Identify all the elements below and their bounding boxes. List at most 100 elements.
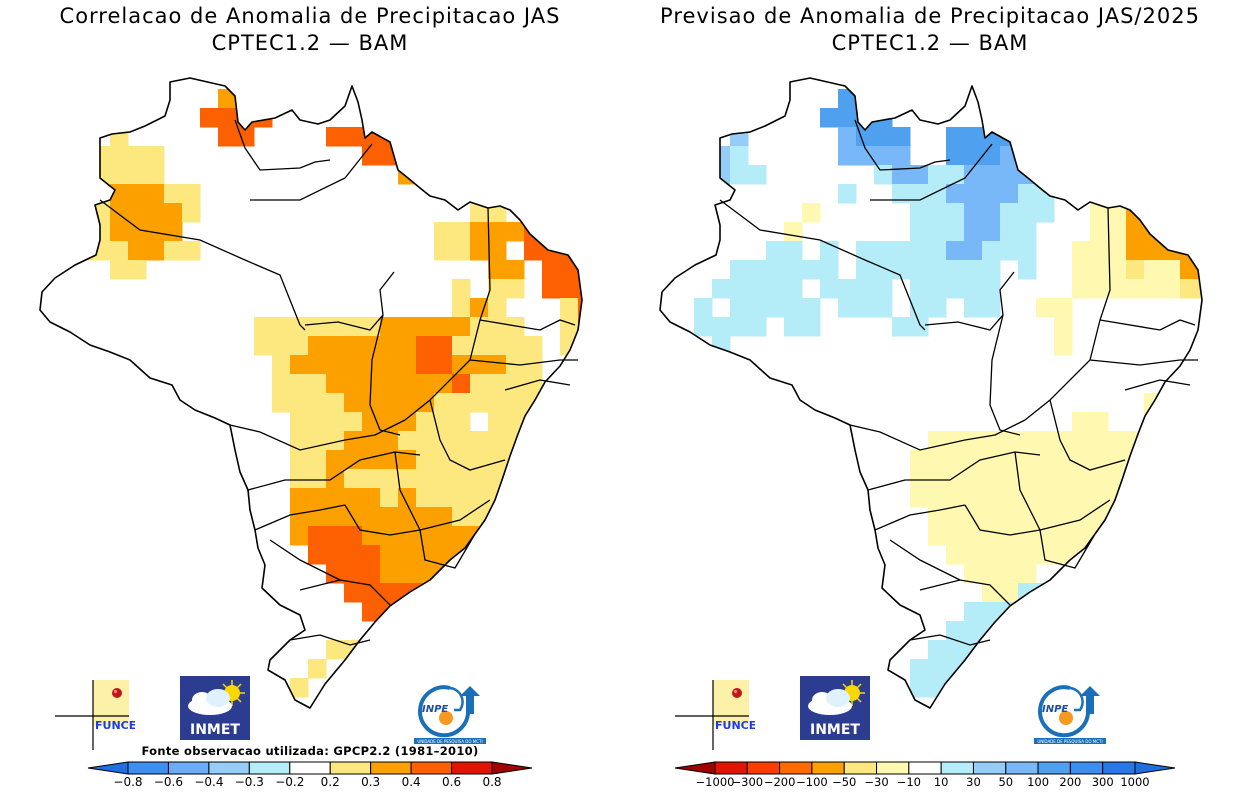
grid-cell bbox=[236, 89, 255, 109]
grid-cell bbox=[1072, 241, 1091, 261]
grid-cell bbox=[964, 184, 983, 204]
inmet-logo: INMET bbox=[180, 676, 250, 740]
grid-cell bbox=[488, 393, 507, 413]
grid-cell bbox=[470, 165, 489, 185]
grid-cell bbox=[578, 336, 582, 356]
colorbar-box bbox=[779, 761, 813, 775]
grid-cell bbox=[488, 526, 507, 546]
grid-cell bbox=[326, 412, 345, 432]
grid-cell bbox=[488, 640, 507, 660]
grid-cell bbox=[182, 203, 201, 223]
state-border bbox=[1049, 399, 1126, 471]
grid-cell bbox=[910, 488, 929, 508]
grid-cell bbox=[928, 450, 947, 470]
grid-cell bbox=[578, 317, 582, 337]
grid-cell bbox=[128, 241, 147, 261]
colorbar-box bbox=[843, 761, 878, 775]
grid-cell bbox=[524, 412, 543, 432]
grid-cell bbox=[470, 583, 489, 603]
grid-cell bbox=[964, 203, 983, 223]
grid-cell bbox=[892, 317, 911, 337]
colorbar-label: −300 bbox=[732, 775, 764, 789]
grid-cell bbox=[596, 450, 615, 470]
grid-cell bbox=[964, 488, 983, 508]
grid-cell bbox=[416, 412, 435, 432]
grid-cell bbox=[1162, 203, 1181, 223]
grid-cell bbox=[1090, 507, 1109, 527]
grid-cell bbox=[308, 374, 327, 394]
grid-cell bbox=[560, 260, 579, 280]
grid-cell bbox=[452, 317, 471, 337]
grid-cell bbox=[910, 659, 929, 679]
grid-cell bbox=[1054, 583, 1073, 603]
grid-cell bbox=[542, 488, 561, 508]
grid-cell bbox=[560, 298, 579, 318]
grid-cell bbox=[1126, 203, 1145, 223]
grid-cell bbox=[416, 127, 435, 147]
grid-cell bbox=[380, 412, 399, 432]
grid-cell bbox=[596, 526, 615, 546]
grid-cell bbox=[838, 89, 857, 109]
grid-cell bbox=[1090, 279, 1109, 299]
grid-cell bbox=[74, 184, 93, 204]
grid-cell bbox=[1072, 165, 1091, 185]
grid-cell bbox=[326, 640, 345, 660]
grid-cell bbox=[164, 184, 183, 204]
funceme-label: FUNCEME bbox=[95, 719, 135, 732]
grid-cell bbox=[452, 564, 471, 584]
grid-cell bbox=[254, 108, 273, 128]
state-border bbox=[247, 451, 421, 491]
grid-cell bbox=[524, 583, 543, 603]
country-border bbox=[659, 77, 1203, 709]
grid-cell bbox=[398, 640, 417, 660]
grid-cell bbox=[838, 279, 857, 299]
grid-cell bbox=[560, 431, 579, 451]
state-border bbox=[867, 451, 1041, 491]
colorbar-label: 50 bbox=[998, 775, 1013, 789]
grid-cell bbox=[470, 450, 489, 470]
grid-cell bbox=[1072, 450, 1091, 470]
grid-cell bbox=[784, 298, 803, 318]
grid-cell bbox=[434, 602, 453, 622]
grid-cell bbox=[398, 621, 417, 641]
grid-cell bbox=[1054, 507, 1073, 527]
grid-cell bbox=[910, 317, 929, 337]
inpe-logo: INPE UNIDADE DE PESQUISA DO MCTI bbox=[410, 680, 490, 746]
title-line-2: CPTEC1.2 — BAM bbox=[831, 31, 1029, 55]
grid-cell bbox=[560, 507, 579, 527]
grid-cell bbox=[488, 317, 507, 337]
grid-cell bbox=[802, 203, 821, 223]
grid-cell bbox=[380, 621, 399, 641]
grid-cell bbox=[982, 469, 1001, 489]
grid-cell bbox=[416, 488, 435, 508]
brazil-map-correlation bbox=[39, 77, 615, 709]
grid-cell bbox=[1162, 431, 1181, 451]
grid-cell bbox=[1036, 545, 1055, 565]
grid-cell bbox=[820, 260, 839, 280]
grid-cell bbox=[1054, 469, 1073, 489]
grid-cell bbox=[470, 374, 489, 394]
grid-cell bbox=[308, 469, 327, 489]
grid-cell bbox=[380, 317, 399, 337]
grid-cell bbox=[1054, 165, 1073, 185]
grid-cell bbox=[1054, 317, 1073, 337]
state-border bbox=[1089, 359, 1198, 366]
grid-cell bbox=[434, 469, 453, 489]
grid-cell bbox=[1108, 488, 1127, 508]
grid-cell bbox=[730, 165, 749, 185]
grid-cell bbox=[506, 127, 525, 147]
state-border bbox=[1014, 451, 1041, 531]
grid-cell bbox=[524, 165, 543, 185]
grid-cell bbox=[110, 222, 129, 242]
grid-cell bbox=[326, 374, 345, 394]
colorbar-box bbox=[1102, 761, 1136, 775]
state-border bbox=[719, 199, 926, 331]
grid-cell bbox=[1036, 431, 1055, 451]
grid-cell bbox=[1162, 507, 1181, 527]
grid-cell bbox=[326, 336, 345, 356]
colorbar-label: −100 bbox=[796, 775, 828, 789]
grid-cell bbox=[1162, 469, 1181, 489]
grid-cell bbox=[1018, 640, 1037, 660]
grid-cell bbox=[1054, 602, 1073, 622]
grid-cell bbox=[1180, 431, 1199, 451]
